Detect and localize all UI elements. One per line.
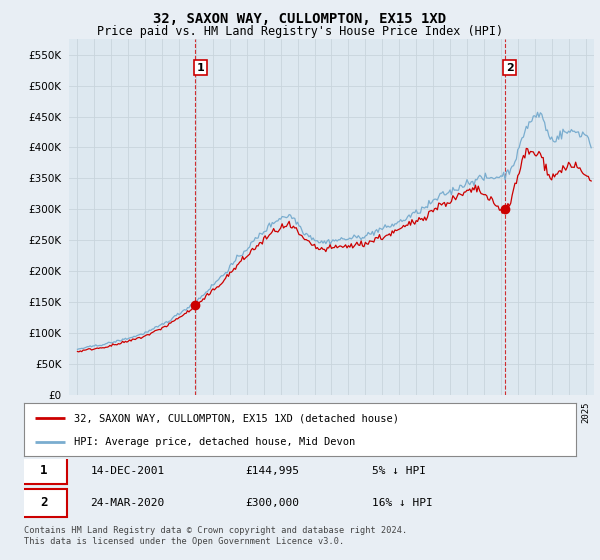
Text: 24-MAR-2020: 24-MAR-2020 (90, 498, 164, 508)
Text: 14-DEC-2001: 14-DEC-2001 (90, 466, 164, 476)
FancyBboxPatch shape (21, 458, 67, 484)
Text: 1: 1 (197, 63, 204, 73)
FancyBboxPatch shape (21, 489, 67, 516)
Text: Contains HM Land Registry data © Crown copyright and database right 2024.
This d: Contains HM Land Registry data © Crown c… (24, 526, 407, 546)
Text: 2: 2 (40, 497, 47, 510)
Text: 5% ↓ HPI: 5% ↓ HPI (372, 466, 426, 476)
Text: 1: 1 (40, 464, 47, 477)
Text: 32, SAXON WAY, CULLOMPTON, EX15 1XD: 32, SAXON WAY, CULLOMPTON, EX15 1XD (154, 12, 446, 26)
Text: 2: 2 (506, 63, 514, 73)
Text: 32, SAXON WAY, CULLOMPTON, EX15 1XD (detached house): 32, SAXON WAY, CULLOMPTON, EX15 1XD (det… (74, 413, 398, 423)
Text: Price paid vs. HM Land Registry's House Price Index (HPI): Price paid vs. HM Land Registry's House … (97, 25, 503, 38)
Text: £300,000: £300,000 (245, 498, 299, 508)
Text: £144,995: £144,995 (245, 466, 299, 476)
Text: 16% ↓ HPI: 16% ↓ HPI (372, 498, 433, 508)
Text: HPI: Average price, detached house, Mid Devon: HPI: Average price, detached house, Mid … (74, 436, 355, 446)
